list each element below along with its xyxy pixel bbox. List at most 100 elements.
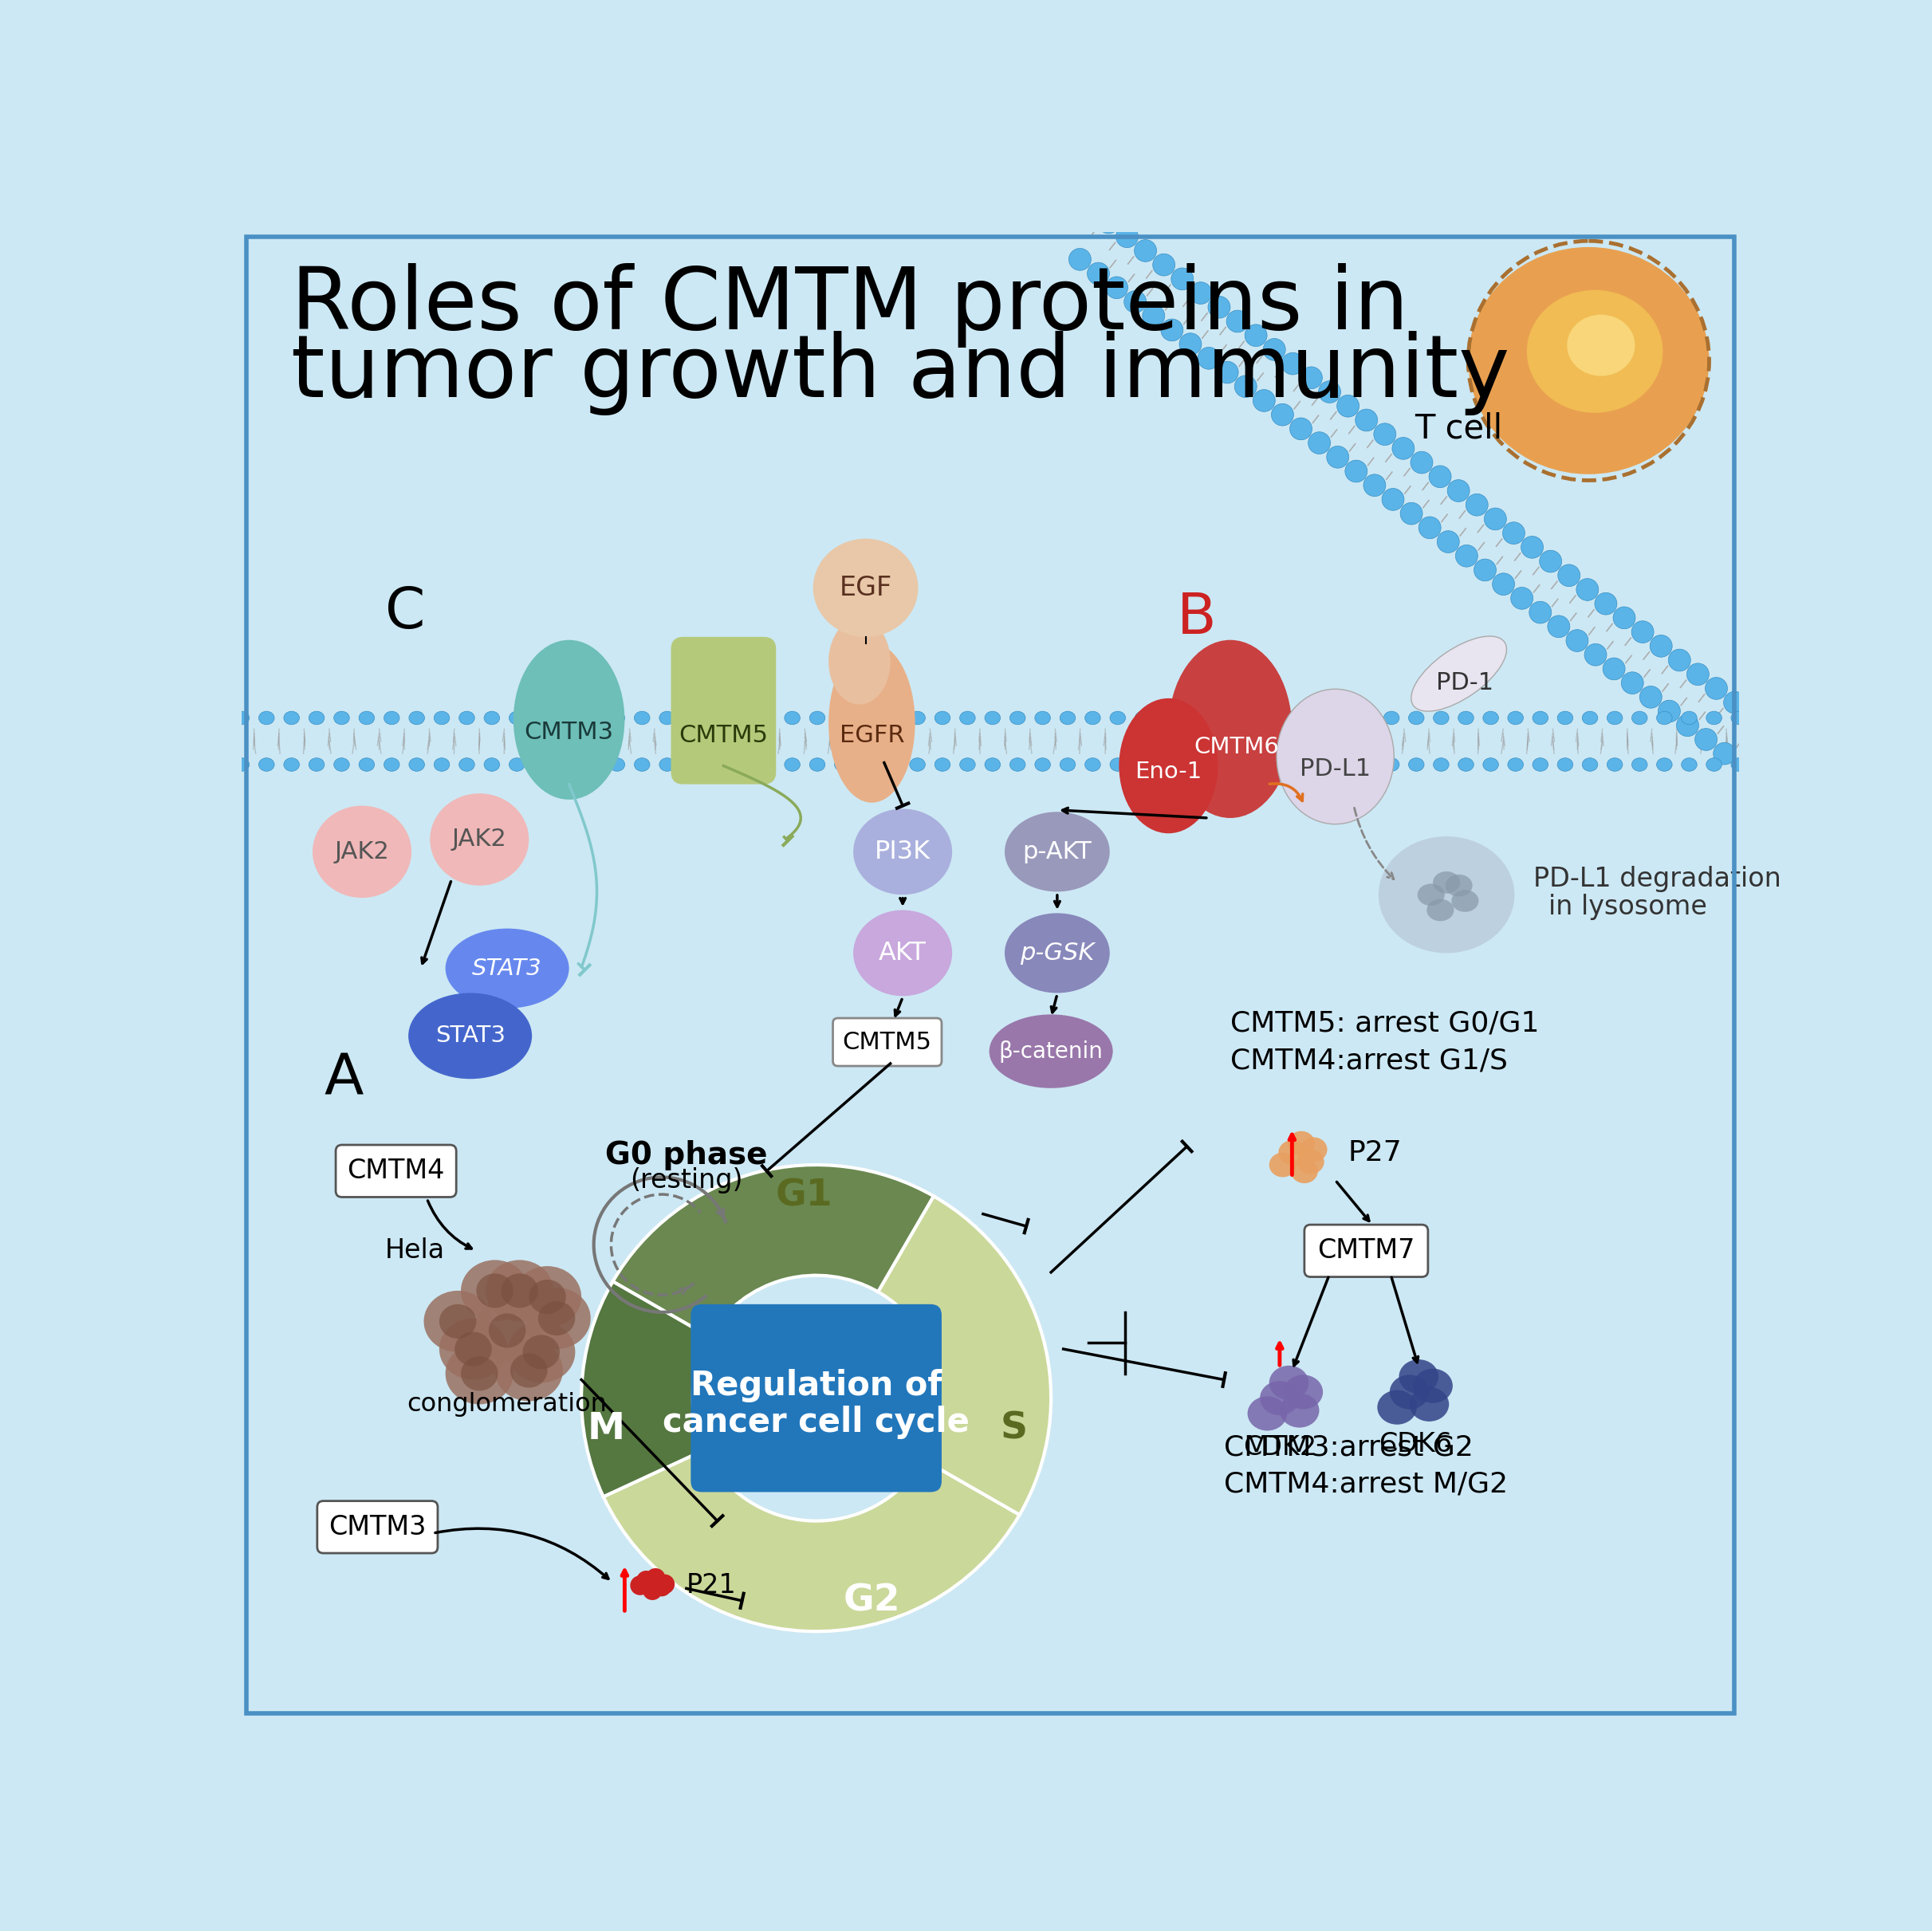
Circle shape xyxy=(1134,239,1157,263)
Ellipse shape xyxy=(1607,711,1623,724)
Text: S: S xyxy=(1001,1412,1028,1446)
Ellipse shape xyxy=(583,711,599,724)
Ellipse shape xyxy=(533,711,551,724)
Ellipse shape xyxy=(1005,913,1109,993)
Circle shape xyxy=(1142,305,1165,326)
Ellipse shape xyxy=(1633,711,1648,724)
Ellipse shape xyxy=(1378,1390,1416,1425)
Ellipse shape xyxy=(1335,759,1350,770)
Text: JAK2: JAK2 xyxy=(334,840,390,863)
Ellipse shape xyxy=(435,711,450,724)
Text: G1: G1 xyxy=(775,1178,833,1213)
Ellipse shape xyxy=(985,759,1001,770)
Ellipse shape xyxy=(1209,711,1225,724)
Ellipse shape xyxy=(1468,247,1710,475)
Text: T cell: T cell xyxy=(1414,411,1503,444)
Ellipse shape xyxy=(1507,759,1522,770)
Ellipse shape xyxy=(985,711,1001,724)
Ellipse shape xyxy=(1410,635,1507,711)
Ellipse shape xyxy=(860,711,875,724)
Ellipse shape xyxy=(259,711,274,724)
Circle shape xyxy=(1694,728,1718,751)
Circle shape xyxy=(1511,587,1532,610)
Circle shape xyxy=(1584,643,1607,666)
Ellipse shape xyxy=(1209,759,1225,770)
Circle shape xyxy=(1271,404,1294,425)
Circle shape xyxy=(1557,564,1580,587)
Ellipse shape xyxy=(1335,711,1350,724)
Ellipse shape xyxy=(645,1568,665,1587)
Circle shape xyxy=(1437,531,1459,552)
Ellipse shape xyxy=(234,711,249,724)
Ellipse shape xyxy=(1005,811,1109,892)
Text: P27: P27 xyxy=(1349,1139,1401,1166)
Text: CMTM6: CMTM6 xyxy=(1194,736,1279,759)
Ellipse shape xyxy=(529,1280,566,1313)
Ellipse shape xyxy=(435,759,450,770)
Ellipse shape xyxy=(1086,759,1101,770)
Ellipse shape xyxy=(1358,759,1374,770)
Ellipse shape xyxy=(1434,759,1449,770)
Ellipse shape xyxy=(1134,759,1151,770)
FancyBboxPatch shape xyxy=(670,637,777,784)
Circle shape xyxy=(1567,630,1588,651)
Circle shape xyxy=(1418,518,1441,539)
Circle shape xyxy=(1308,433,1331,454)
Circle shape xyxy=(1105,276,1128,299)
Circle shape xyxy=(1364,475,1385,496)
Ellipse shape xyxy=(410,711,425,724)
Circle shape xyxy=(1723,691,1747,714)
Circle shape xyxy=(1714,743,1735,765)
Ellipse shape xyxy=(630,1576,649,1595)
Text: conglomeration: conglomeration xyxy=(408,1392,607,1417)
Circle shape xyxy=(1179,332,1202,355)
FancyBboxPatch shape xyxy=(833,1018,941,1066)
Ellipse shape xyxy=(439,1303,477,1338)
Ellipse shape xyxy=(1706,759,1721,770)
Text: (resting): (resting) xyxy=(630,1166,742,1193)
Circle shape xyxy=(1161,319,1182,342)
Circle shape xyxy=(1337,396,1358,417)
Ellipse shape xyxy=(1279,1141,1306,1164)
Ellipse shape xyxy=(1010,759,1026,770)
Ellipse shape xyxy=(1119,699,1217,834)
Ellipse shape xyxy=(1557,711,1573,724)
Ellipse shape xyxy=(384,759,400,770)
Ellipse shape xyxy=(684,759,699,770)
Text: CDK2: CDK2 xyxy=(1242,1435,1316,1460)
Ellipse shape xyxy=(813,539,918,637)
Wedge shape xyxy=(603,1450,1020,1632)
Ellipse shape xyxy=(313,805,412,898)
Text: JAK2: JAK2 xyxy=(452,828,506,852)
Ellipse shape xyxy=(284,759,299,770)
Ellipse shape xyxy=(1451,890,1478,911)
Ellipse shape xyxy=(609,711,624,724)
Text: G0 phase: G0 phase xyxy=(605,1141,767,1170)
Circle shape xyxy=(1540,550,1561,572)
Ellipse shape xyxy=(485,711,500,724)
Ellipse shape xyxy=(835,711,850,724)
Text: CMTM3:arrest G2: CMTM3:arrest G2 xyxy=(1225,1433,1474,1460)
Ellipse shape xyxy=(359,711,375,724)
Circle shape xyxy=(1327,446,1349,467)
Ellipse shape xyxy=(1731,759,1747,770)
Ellipse shape xyxy=(935,711,951,724)
Circle shape xyxy=(1244,324,1267,346)
Ellipse shape xyxy=(460,759,475,770)
Ellipse shape xyxy=(989,1014,1113,1087)
Circle shape xyxy=(1577,579,1598,601)
Text: G2: G2 xyxy=(842,1583,900,1618)
Ellipse shape xyxy=(1285,711,1300,724)
Ellipse shape xyxy=(1269,1153,1296,1178)
Ellipse shape xyxy=(634,759,649,770)
Circle shape xyxy=(1281,353,1304,375)
Ellipse shape xyxy=(1532,711,1548,724)
Circle shape xyxy=(1393,436,1414,460)
Ellipse shape xyxy=(431,794,529,886)
Ellipse shape xyxy=(684,711,699,724)
Text: Regulation of: Regulation of xyxy=(690,1369,943,1402)
Circle shape xyxy=(1345,460,1368,483)
Ellipse shape xyxy=(558,759,574,770)
Ellipse shape xyxy=(609,759,624,770)
Ellipse shape xyxy=(446,929,570,1008)
